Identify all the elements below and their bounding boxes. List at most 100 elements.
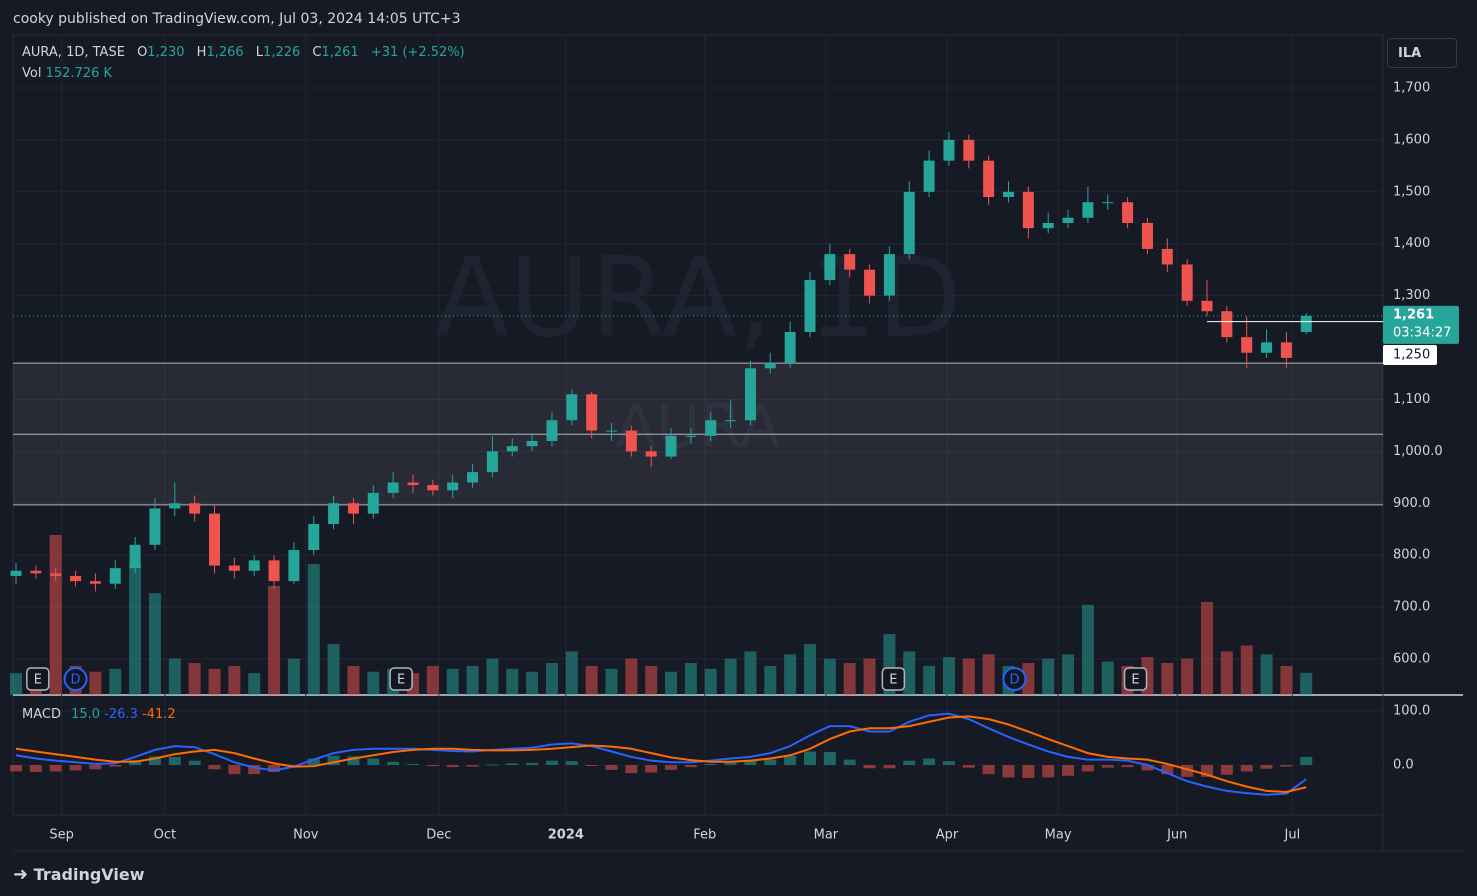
macd-hist-bar — [526, 762, 539, 765]
candle-body — [963, 139, 975, 161]
macd-hist-bar — [883, 765, 896, 769]
candle-body — [1082, 202, 1094, 218]
volume-bar — [506, 668, 519, 695]
candle — [824, 243, 836, 286]
macd-hist-bar — [1121, 765, 1134, 768]
ohlc-key: H — [196, 45, 207, 60]
candle-body — [1201, 300, 1213, 312]
y-tick-label: 1,100 — [1393, 392, 1430, 407]
macd-hist-bar — [565, 761, 578, 765]
candle — [1062, 209, 1074, 229]
x-tick-label: 2024 — [548, 828, 584, 843]
event-marker — [26, 667, 50, 691]
level-tag — [1383, 345, 1437, 365]
candle-body — [1003, 191, 1014, 198]
macd-header: MACD 15.0 -26.3 -41.2 — [22, 707, 176, 722]
ohlc-value: 1,261 — [321, 45, 359, 60]
volume-bar — [327, 644, 340, 695]
candle — [228, 557, 240, 579]
macd-hist-bar — [228, 765, 241, 775]
event-label: E — [34, 673, 42, 688]
macd-hist-bar — [645, 765, 658, 773]
candle-body — [189, 503, 201, 514]
candle — [804, 272, 816, 338]
candle-body — [109, 568, 121, 584]
candle — [30, 565, 42, 579]
macd-hist-bar — [962, 765, 975, 768]
macd-hist-bar — [327, 755, 340, 765]
candle-body — [1221, 311, 1233, 338]
volume-bar — [446, 668, 459, 695]
candle — [1082, 186, 1094, 223]
macd-hist-bar — [1002, 765, 1015, 778]
y-tick-label: 1,500 — [1393, 184, 1430, 199]
macd-hist-bar — [287, 765, 300, 766]
candle — [10, 562, 22, 584]
macd-hist-bar — [446, 765, 459, 768]
volume-bar — [1201, 601, 1213, 695]
macd-hist-bar — [863, 765, 876, 769]
volume-bar — [268, 585, 281, 695]
ohlc-value: 1,226 — [263, 45, 301, 60]
candle-body — [89, 581, 101, 584]
volume-bar — [804, 644, 816, 695]
event-marker — [881, 667, 906, 691]
macd-hist-bar — [1161, 765, 1174, 775]
candle-body — [1241, 337, 1253, 353]
volume-bar — [545, 663, 558, 695]
macd-hist-bar — [367, 758, 380, 765]
candle-body — [784, 331, 796, 364]
event-marker — [1123, 667, 1148, 691]
volume-bar — [1181, 658, 1194, 695]
candle — [1280, 331, 1292, 369]
candle-body — [288, 549, 300, 582]
candle-body — [30, 570, 42, 574]
macd-hist-bar — [69, 765, 82, 771]
volume-bar — [585, 665, 598, 695]
x-tick-label: Jun — [1166, 828, 1187, 843]
candle — [725, 399, 737, 429]
candle-body — [526, 440, 538, 447]
volume-bar — [188, 663, 201, 695]
macd-hist-bar — [942, 761, 955, 765]
currency-button[interactable]: ILA — [1387, 38, 1457, 68]
macd-hist-bar — [387, 761, 400, 765]
macd-hist-bar — [744, 761, 757, 765]
volume-bar — [823, 658, 836, 695]
y-tick-label: 1,000.0 — [1393, 444, 1443, 459]
macd-hist-bar — [665, 765, 678, 770]
candle-body — [1181, 264, 1193, 301]
candle — [744, 360, 756, 426]
price-tag — [1383, 305, 1459, 344]
macd-hist-bar — [248, 765, 261, 775]
ohlc-key: C — [312, 45, 322, 60]
candle-body — [1042, 222, 1054, 229]
macd-hist-bar — [843, 759, 856, 765]
candle — [486, 435, 498, 478]
macd-hist-bar — [29, 765, 42, 773]
candle — [50, 568, 62, 582]
volume-bar — [49, 535, 62, 695]
macd-hist-bar — [426, 765, 439, 767]
macd-tick-label: 100.0 — [1393, 704, 1430, 719]
candle-body — [50, 573, 62, 576]
candle — [1300, 313, 1312, 335]
candle-body — [606, 430, 617, 432]
candle-body — [467, 472, 479, 483]
candle-body — [983, 160, 995, 198]
symbol-header: AURA, 1D, TASE O1,230 H1,266 L1,226 C1,2… — [22, 45, 473, 60]
ohlc-value: 1,230 — [147, 45, 185, 60]
candle — [963, 134, 975, 169]
macd-hist-bar — [704, 763, 717, 765]
candle-body — [1062, 217, 1074, 223]
candle — [288, 542, 300, 584]
candle — [129, 537, 141, 574]
candle-body — [308, 524, 320, 550]
x-tick-label: May — [1045, 828, 1072, 843]
volume-bar — [168, 658, 181, 695]
candle-body — [586, 394, 598, 431]
symbol: AURA, 1D, TASE — [22, 45, 125, 60]
candle — [328, 495, 340, 530]
candle-body — [506, 446, 518, 452]
